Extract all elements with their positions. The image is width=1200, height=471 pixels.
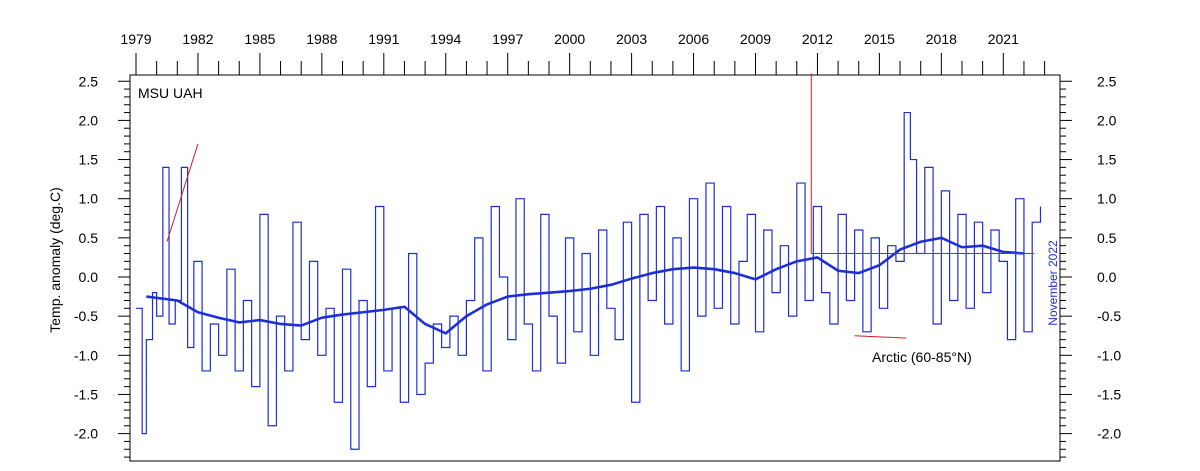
x-tick-label: 1994 [430,31,461,47]
y-tick-label: -0.5 [1097,308,1121,324]
overlay-segment [854,335,907,339]
y-tick-label: 1.0 [79,191,99,207]
region-annotation: Arctic (60-85°N) [872,349,972,365]
overlay-segment [166,143,199,242]
y-tick-label: 0.0 [1097,269,1117,285]
y-tick-label: -1.5 [1097,386,1121,402]
x-tick-label: 1985 [244,31,275,47]
panel-label: MSU UAH [138,85,203,101]
running-mean-line [146,236,1025,335]
y-tick-label: -2.0 [74,426,98,442]
y-tick-label: 1.0 [1097,191,1117,207]
plot-frame [129,74,1061,462]
x-tick-label: 1979 [120,31,151,47]
y-tick-label: 2.5 [79,73,99,89]
x-axis-top [135,53,1046,75]
y-tick-label: -1.0 [1097,347,1121,363]
x-tick-label: 2003 [616,31,647,47]
y-axis-right: 2.5 2.0 1.5 1.0 0.5 0.0 -0.5 -1.0 -1.5 -2.0 [1060,73,1121,458]
x-tick-label: 1991 [368,31,399,47]
y-tick-label: -2.0 [1097,426,1121,442]
y-tick-label: 2.0 [1097,112,1117,128]
y-tick-label: 0.5 [79,230,99,246]
y-axis-label: Temp. anomaly (deg.C) [47,187,63,333]
monthly-anomaly-line [136,111,1042,450]
x-tick-label: 1988 [306,31,337,47]
y-tick-label: 2.5 [1097,73,1117,89]
series-layer [136,111,1042,450]
date-stamp: November 2022 [1046,240,1060,326]
y-tick-label: 0.5 [1097,230,1117,246]
y-tick-label: -1.0 [74,347,98,363]
y-tick-label: -0.5 [74,308,98,324]
x-tick-label: 2006 [678,31,709,47]
x-tick-label: 2012 [802,31,833,47]
y-tick-label: 1.5 [79,152,99,168]
x-tick-label: 2018 [926,31,957,47]
y-tick-label: 0.0 [79,269,99,285]
x-tick-label: 1997 [492,31,523,47]
overlay-layer [166,73,1035,339]
x-tick-label: 2000 [554,31,585,47]
x-tick-labels: 1979 1982 1985 1988 1991 1994 1997 2000 2003 2006… [120,31,1019,47]
y-tick-label: 2.0 [79,112,99,128]
x-tick-label: 2021 [988,31,1019,47]
y-tick-label: -1.5 [74,386,98,402]
x-tick-label: 2015 [864,31,895,47]
x-tick-label: 2009 [740,31,771,47]
y-tick-label: 1.5 [1097,152,1117,168]
y-axis-left: 2.5 2.0 1.5 1.0 0.5 0.0 -0.5 -1.0 -1.5 -2.0 [74,73,130,458]
x-tick-label: 1982 [182,31,213,47]
